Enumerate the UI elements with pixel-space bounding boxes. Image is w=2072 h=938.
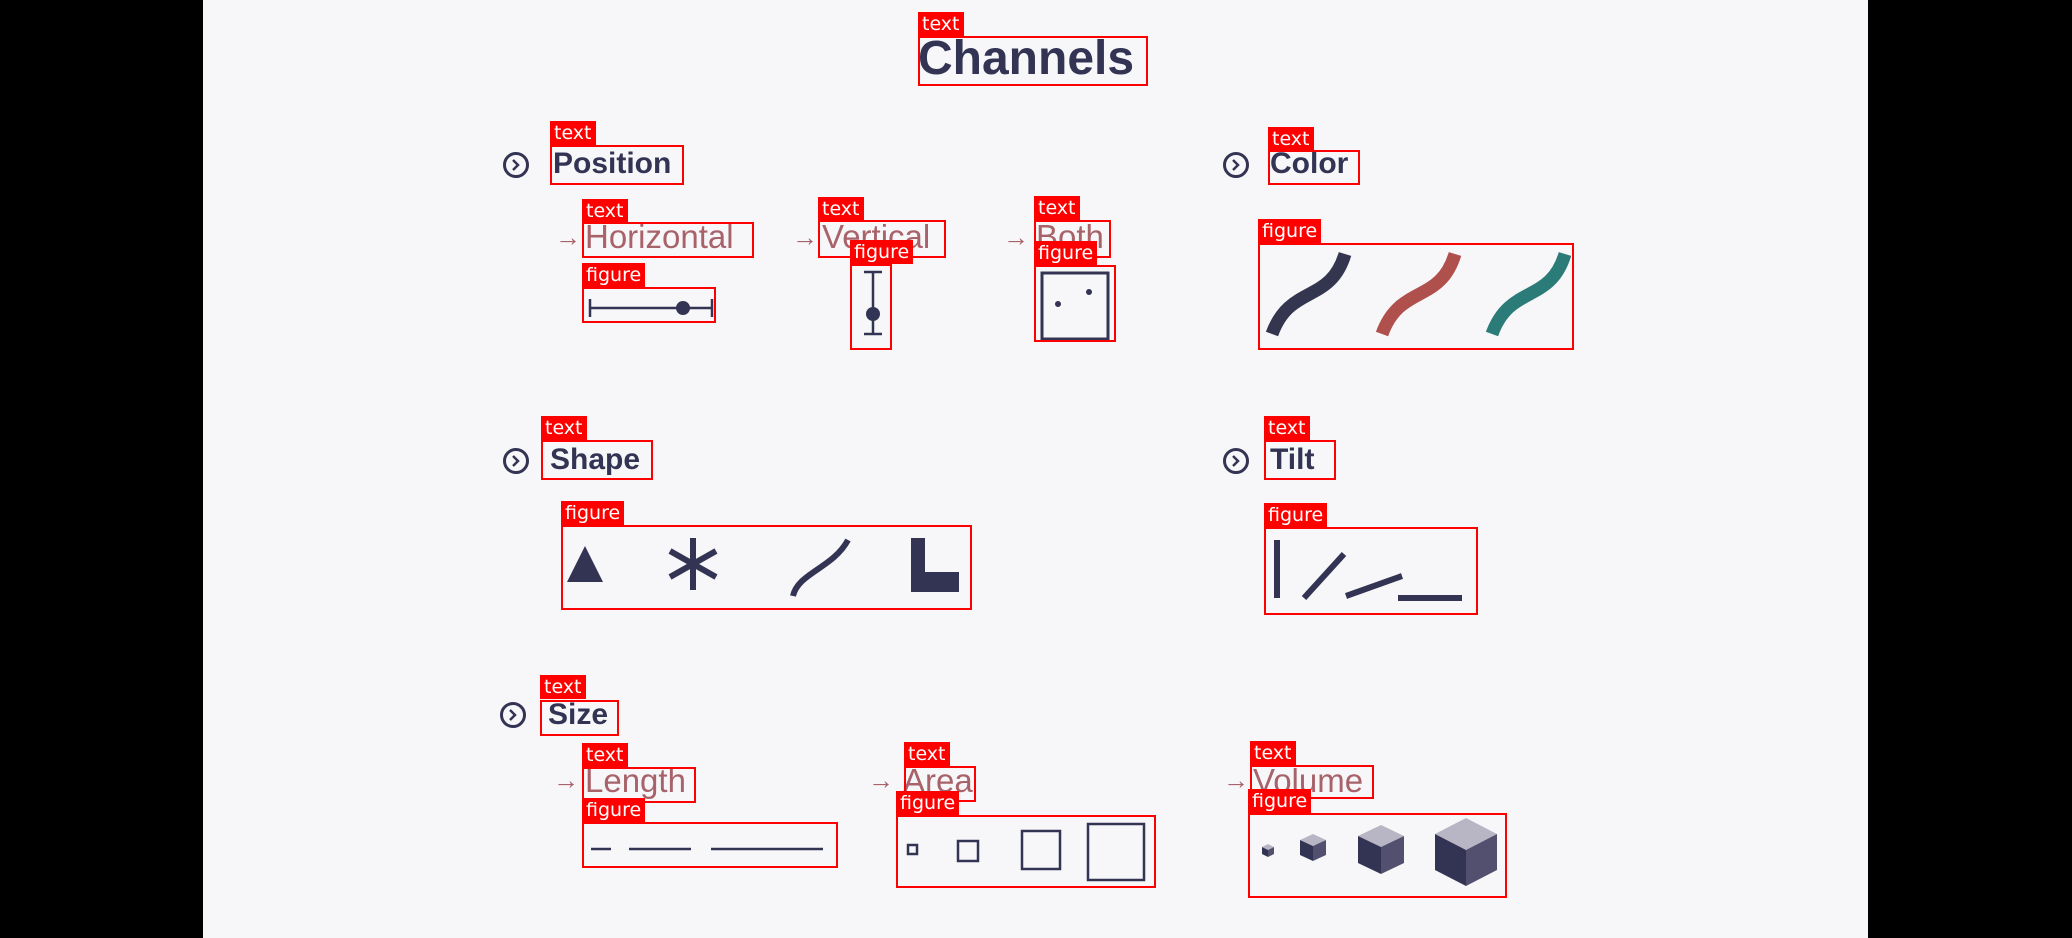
annotation-tag: figure [850, 240, 914, 264]
length-lines-figure [591, 847, 823, 851]
annotation-tag: text [582, 743, 628, 767]
section-heading-size: Size [548, 698, 609, 731]
annotation-tag: figure [561, 501, 625, 525]
section-heading-position: Position [553, 147, 672, 180]
section-heading-shape: Shape [550, 443, 641, 476]
annotation-tag: text [918, 12, 964, 36]
shape-glyphs-figure [567, 538, 959, 597]
color-strokes-figure [1265, 251, 1572, 337]
section-heading-tilt: Tilt [1270, 443, 1315, 476]
area-squares-figure [906, 822, 1146, 882]
color-stroke [1375, 251, 1462, 337]
annotation-tag: text [818, 197, 864, 221]
tilt-lines-figure [1274, 540, 1462, 601]
section-heading-color: Color [1270, 147, 1349, 180]
annotation-tag: text [1264, 416, 1310, 440]
annotation-tag: figure [1248, 789, 1312, 813]
horizontal-position-figure [588, 299, 714, 317]
annotation-tag: figure [1258, 219, 1322, 243]
arrow-icon: → [553, 765, 579, 795]
annotation-tag: figure [582, 263, 646, 287]
arrow-icon: → [555, 222, 581, 252]
annotation-tag: figure [1034, 241, 1098, 265]
section-bullet-icon [503, 448, 529, 474]
annotation-tag: text [541, 416, 587, 440]
arrow-icon: → [792, 222, 818, 252]
vertical-position-figure [864, 270, 882, 336]
section-bullet-icon [1223, 448, 1249, 474]
slide [203, 0, 1868, 938]
annotation-tag: text [1034, 196, 1080, 220]
arrow-icon: → [1003, 222, 1029, 252]
annotation-tag: text [1250, 741, 1296, 765]
color-stroke [1265, 251, 1352, 337]
annotation-tag: text [550, 121, 596, 145]
annotation-tag: figure [896, 791, 960, 815]
subheading-length: Length [585, 762, 686, 799]
color-stroke [1485, 251, 1572, 337]
annotation-tag: text [582, 199, 628, 223]
arrow-icon: → [1223, 765, 1249, 795]
annotation-tag: figure [1264, 503, 1328, 527]
volume-cubes-figure [1262, 818, 1497, 886]
annotation-tag: figure [582, 798, 646, 822]
section-bullet-icon [503, 152, 529, 178]
subheading-horizontal: Horizontal [585, 218, 734, 255]
section-bullet-icon [1223, 152, 1249, 178]
annotation-tag: text [540, 675, 586, 699]
annotation-tag: text [904, 742, 950, 766]
page-title: Channels [918, 32, 1135, 85]
section-bullet-icon [500, 702, 526, 728]
annotation-tag: text [1268, 127, 1314, 151]
arrow-icon: → [868, 765, 894, 795]
both-position-figure [1040, 271, 1110, 341]
